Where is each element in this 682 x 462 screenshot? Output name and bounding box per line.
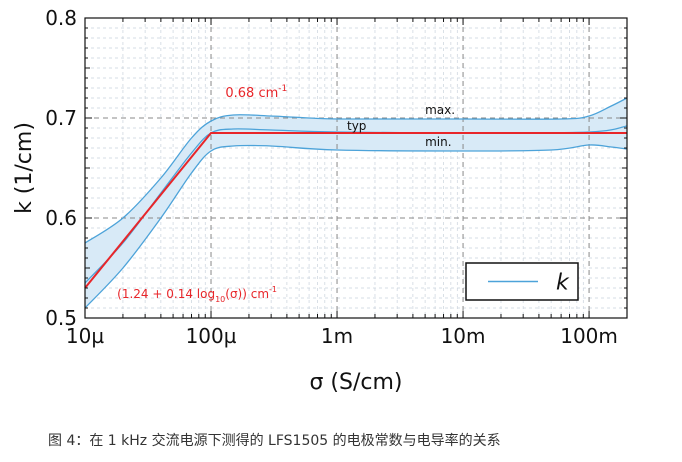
- legend-label: k: [556, 271, 570, 296]
- annotation-max: max.: [425, 103, 455, 117]
- y-tick-label: 0.5: [45, 306, 77, 330]
- series-min-line: [84, 144, 628, 309]
- annotation-fit-formula: (1.24 + 0.14 log10(σ)) cm-1: [117, 285, 277, 304]
- y-tick-label: 0.6: [45, 206, 77, 230]
- annotation-constant: 0.68 cm-1: [225, 84, 287, 101]
- legend: k: [465, 262, 579, 301]
- figure-caption: 图 4：在 1 kHz 交流电源下测得的 LFS1505 的电极常数与电导率的关…: [48, 433, 501, 449]
- axis-ticks: [84, 17, 628, 319]
- x-tick-label: 1m: [321, 324, 353, 348]
- x-tick-label: 100µ: [186, 324, 237, 348]
- x-tick-label: 10µ: [66, 324, 104, 348]
- series-max-line: [84, 97, 628, 244]
- fit-line: [84, 132, 627, 289]
- annotations: max. typ min. 0.68 cm-1 (1.24 + 0.14 log10(σ…: [117, 84, 455, 304]
- x-axis-label: σ (S/cm): [309, 370, 402, 395]
- y-axis-label: k (1/cm): [12, 122, 37, 214]
- series-lines: [84, 97, 628, 309]
- major-grid: [85, 18, 627, 318]
- x-tick-label: 100m: [560, 324, 618, 348]
- tick-labels: 10µ 100µ 1m 10m 100m 0.5 0.6 0.7 0.8: [45, 6, 618, 348]
- y-tick-label: 0.8: [45, 6, 77, 30]
- y-tick-label: 0.7: [45, 106, 77, 130]
- annotation-min: min.: [425, 135, 451, 149]
- x-tick-label: 10m: [441, 324, 486, 348]
- annotation-typ: typ: [347, 119, 366, 133]
